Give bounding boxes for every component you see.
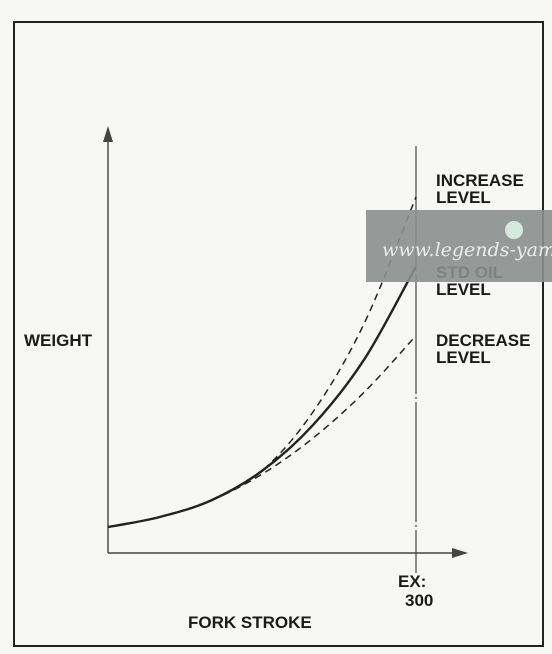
watermark-text: www.legends-yamaha (382, 239, 552, 261)
y-axis-arrow (103, 126, 113, 142)
curves (107, 196, 418, 529)
series-label-increase-level: INCREASE LEVEL (436, 171, 524, 207)
y-axis-label: WEIGHT (24, 331, 93, 350)
watermark-glow (505, 221, 523, 239)
watermark: www.legends-yamaha (366, 210, 552, 282)
curve-decrease-level (107, 335, 417, 528)
chart-frame (13, 21, 544, 647)
watermark-box (366, 210, 552, 282)
series-label-decrease-level: DECREASE LEVEL (436, 331, 530, 367)
x-axis-arrow (452, 548, 468, 558)
x-marker-label: EX: (398, 572, 426, 591)
x-axis-label: FORK STROKE (188, 613, 312, 632)
axes (103, 126, 468, 558)
curve-std-oil-level (107, 265, 418, 529)
x-marker-value: 300 (405, 591, 433, 610)
